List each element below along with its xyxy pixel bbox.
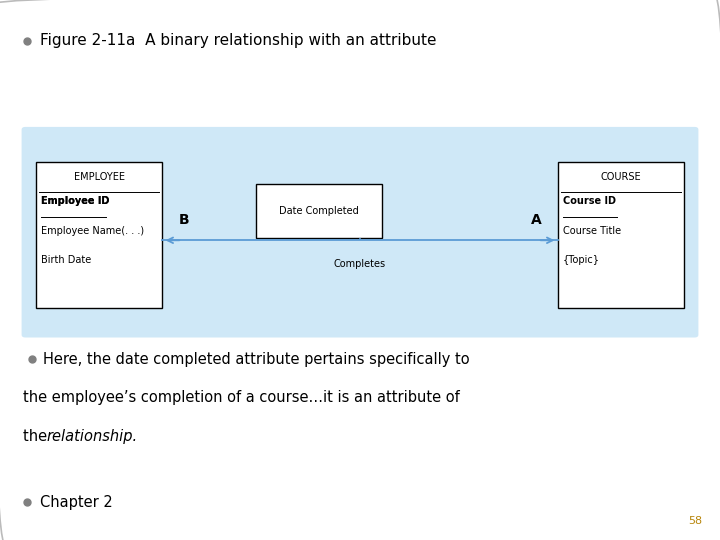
Text: Figure 2-11a  A binary relationship with an attribute: Figure 2-11a A binary relationship with … — [40, 33, 436, 48]
Text: the employee’s completion of a course…it is an attribute of: the employee’s completion of a course…it… — [23, 390, 460, 406]
Text: Here, the date completed attribute pertains specifically to: Here, the date completed attribute perta… — [43, 352, 470, 367]
FancyBboxPatch shape — [558, 162, 684, 308]
Text: Employee Name(. . .): Employee Name(. . .) — [41, 226, 144, 236]
Text: the: the — [23, 429, 52, 444]
Text: Course ID: Course ID — [563, 196, 616, 206]
Text: Birth Date: Birth Date — [41, 255, 91, 266]
Text: Date Completed: Date Completed — [279, 206, 359, 215]
Text: COURSE: COURSE — [600, 172, 642, 182]
Text: {Topic}: {Topic} — [563, 255, 600, 266]
Text: 58: 58 — [688, 516, 702, 526]
Text: B: B — [179, 213, 189, 227]
FancyBboxPatch shape — [36, 162, 162, 308]
FancyBboxPatch shape — [22, 127, 698, 338]
Text: Completes: Completes — [334, 259, 386, 269]
FancyBboxPatch shape — [256, 184, 382, 238]
Text: relationship.: relationship. — [46, 429, 138, 444]
Text: A: A — [531, 213, 541, 227]
Text: Employee ID: Employee ID — [41, 196, 109, 206]
Text: EMPLOYEE: EMPLOYEE — [73, 172, 125, 182]
Text: Chapter 2: Chapter 2 — [40, 495, 113, 510]
Text: Employee ID: Employee ID — [41, 196, 109, 206]
Text: Course Title: Course Title — [563, 226, 621, 236]
